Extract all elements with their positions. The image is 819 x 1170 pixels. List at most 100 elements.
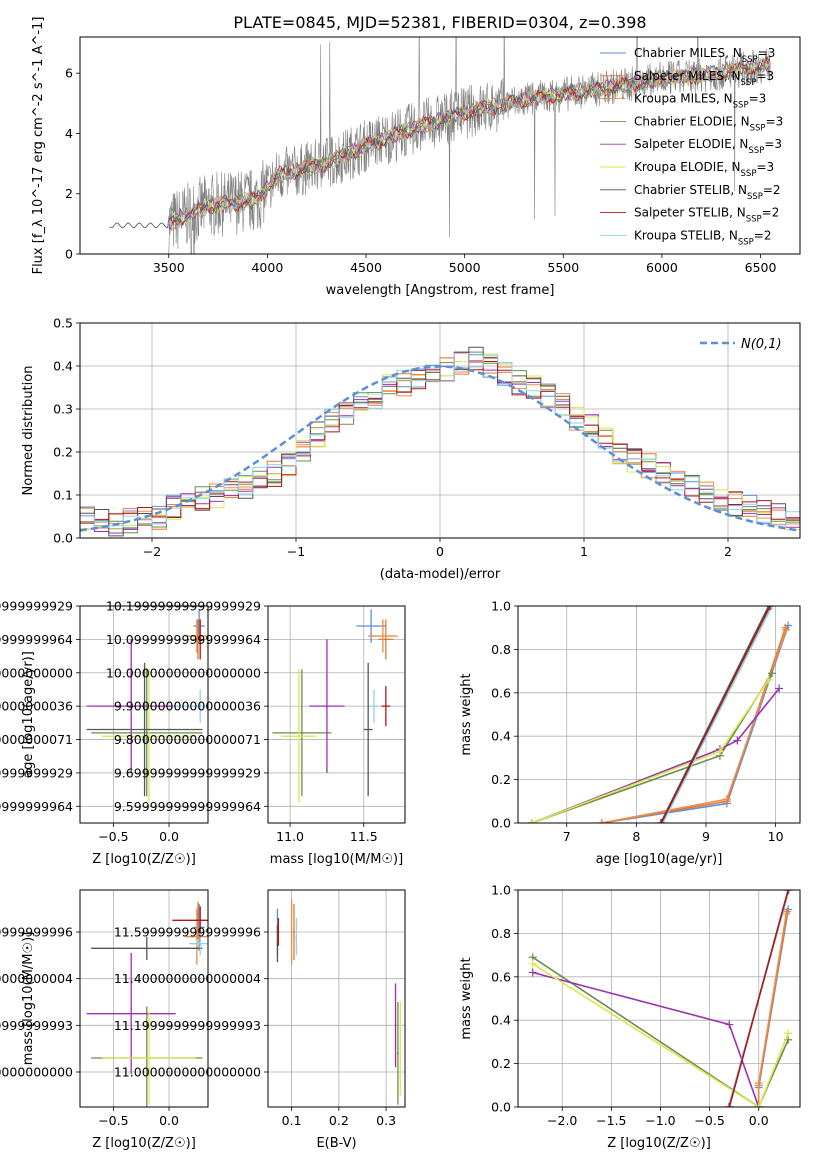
x-tick-label: 0.0: [159, 1113, 179, 1128]
y-tick-label: 9.59999999999999964: [114, 799, 261, 814]
x-tick-label: 6500: [745, 260, 777, 275]
mass-weight-marker: [782, 625, 791, 634]
spectrum-frame: [79, 36, 801, 255]
x-tick-label: 10: [768, 829, 784, 844]
y-tick-label: 11.1999999999999993: [114, 1018, 261, 1033]
legend-entry: Kroupa STELIB, NSSP=2: [634, 228, 772, 247]
y-axis-label: mass weight: [459, 673, 474, 755]
x-tick-label: 6000: [646, 260, 678, 275]
legend-entry: Salpeter MILES, NSSP=3: [634, 69, 774, 88]
x-tick-label: 4500: [350, 260, 382, 275]
y-tick-label: 11.4000000000000004: [114, 971, 261, 986]
y-tick-label: 0.6: [491, 969, 511, 984]
y-tick-label: 11.5999999999999996: [0, 925, 73, 940]
mass_vs_Z-plot: [86, 901, 208, 1107]
x-tick-label: 4000: [251, 260, 283, 275]
mass-weight-line: [531, 687, 780, 823]
y-tick-label: 10.09999999999999964: [106, 632, 261, 647]
mass-weight-marker: [725, 1103, 734, 1107]
x-axis-label: Z [log10(Z/Z☉)]: [607, 1136, 711, 1151]
y-tick-label: 1.0: [491, 883, 511, 898]
x-tick-label: −0.5: [98, 829, 128, 844]
mass-weight-marker: [784, 1029, 793, 1038]
model-spectrum-line: [168, 56, 771, 226]
mass-weight-marker: [775, 684, 784, 693]
x-tick-label: 0.2: [329, 1113, 349, 1128]
mass-weight-marker: [768, 669, 777, 678]
mass-weight-line: [532, 956, 789, 1107]
x-axis-label: (data-model)/error: [380, 567, 501, 582]
x-tick-label: 0.1: [282, 1113, 302, 1128]
y-tick-label: 0.4: [491, 729, 511, 744]
mass-weight-marker: [724, 1103, 733, 1107]
x-tick-label: 5000: [449, 260, 481, 275]
x-tick-label: 0.0: [749, 1113, 769, 1128]
y-tick-label: 0.2: [491, 1056, 511, 1071]
y-tick-label: 0.0: [491, 1100, 511, 1115]
x-tick-label: −0.5: [694, 1113, 724, 1128]
x-tick-label: −2.0: [547, 1113, 577, 1128]
mass-weight-marker: [528, 959, 537, 968]
legend-entry: Salpeter STELIB, NSSP=2: [634, 206, 779, 225]
y-tick-label: 10.19999999999999929: [0, 599, 73, 614]
x-axis-label: wavelength [Angstrom, rest frame]: [326, 283, 555, 298]
x-tick-label: 9: [702, 829, 710, 844]
x-tick-label: −2: [143, 544, 161, 559]
mass-weight-line: [601, 625, 789, 823]
y-tick-label: 9.80000000000000071: [0, 732, 73, 747]
mass-weight-marker: [733, 736, 742, 745]
spectrum-plot: [109, 37, 771, 254]
x-axis-label: mass [log10(M/M☉)]: [270, 852, 403, 867]
y-tick-label: 0.1: [53, 488, 73, 503]
y-tick-label: 0.3: [53, 402, 73, 417]
y-tick-label: 9.80000000000000071: [114, 732, 261, 747]
x-axis-label: age [log10(age/yr)]: [596, 852, 723, 867]
y-tick-label: 0.8: [491, 642, 511, 657]
y-tick-label: 1.0: [491, 599, 511, 614]
mass_weight_vs_age-frame: [517, 605, 801, 824]
y-tick-label: 10.19999999999999929: [106, 599, 261, 614]
y-axis-label: mass [log10(M/M☉)]: [21, 932, 36, 1065]
mass_vs_ebv-frame: [267, 889, 406, 1108]
y-tick-label: 9.90000000000000036: [0, 699, 73, 714]
mass-weight-line: [757, 911, 788, 1107]
mass-weight-marker: [528, 968, 537, 977]
y-tick-label: 11.0000000000000000: [114, 1065, 261, 1080]
mass-weight-line: [601, 629, 787, 823]
residual-histogram-step: [80, 351, 800, 534]
residual-histogram-step: [80, 351, 800, 534]
y-tick-label: 0: [65, 247, 73, 262]
legend-entry: Kroupa ELODIE, NSSP=3: [634, 160, 774, 179]
mass-weight-line: [532, 971, 760, 1107]
mass-weight-marker: [784, 890, 793, 894]
x-tick-label: 3500: [153, 260, 185, 275]
mass-weight-marker: [722, 795, 731, 804]
y-tick-label: 9.69999999999999929: [0, 765, 73, 780]
x-axis-label: E(B-V): [316, 1136, 356, 1151]
x-tick-label: 11.0: [276, 829, 304, 844]
mass-weight-line: [660, 606, 771, 823]
mass_vs_ebv-axes: 0.1 0.2 0.3 11.0000000000000000 11.199999999…: [114, 890, 405, 1151]
y-tick-label: 0.8: [491, 926, 511, 941]
x-tick-label: −1: [287, 544, 305, 559]
mass_weight_vs_Z-plot: [528, 890, 794, 1107]
x-axis-label: Z [log10(Z/Z☉)]: [92, 1136, 196, 1151]
spectrum-axes: 3500 4000 4500 5000 5500 6000 6500 0 2 4 6 waveleng…: [31, 17, 777, 298]
y-tick-label: 0.2: [491, 772, 511, 787]
mass-weight-marker: [657, 819, 666, 823]
residuals-frame: [79, 322, 801, 539]
x-tick-label: −1.0: [645, 1113, 675, 1128]
y-tick-label: 10.00000000000000000: [0, 665, 73, 680]
mass-weight-line: [757, 909, 789, 1107]
mass-weight-marker: [715, 747, 724, 756]
y-tick-label: 0.2: [53, 445, 73, 460]
y-tick-label: 0.4: [53, 359, 73, 374]
model-spectrum-line: [168, 58, 771, 230]
x-tick-label: −1.5: [596, 1113, 626, 1128]
y-tick-label: 0.0: [491, 816, 511, 831]
y-axis-label: age [log10(age/yr)]: [21, 651, 36, 778]
mass-weight-marker: [656, 819, 665, 823]
x-tick-label: 1: [580, 544, 588, 559]
x-tick-label: −0.5: [98, 1113, 128, 1128]
x-tick-label: 0.3: [376, 1113, 396, 1128]
